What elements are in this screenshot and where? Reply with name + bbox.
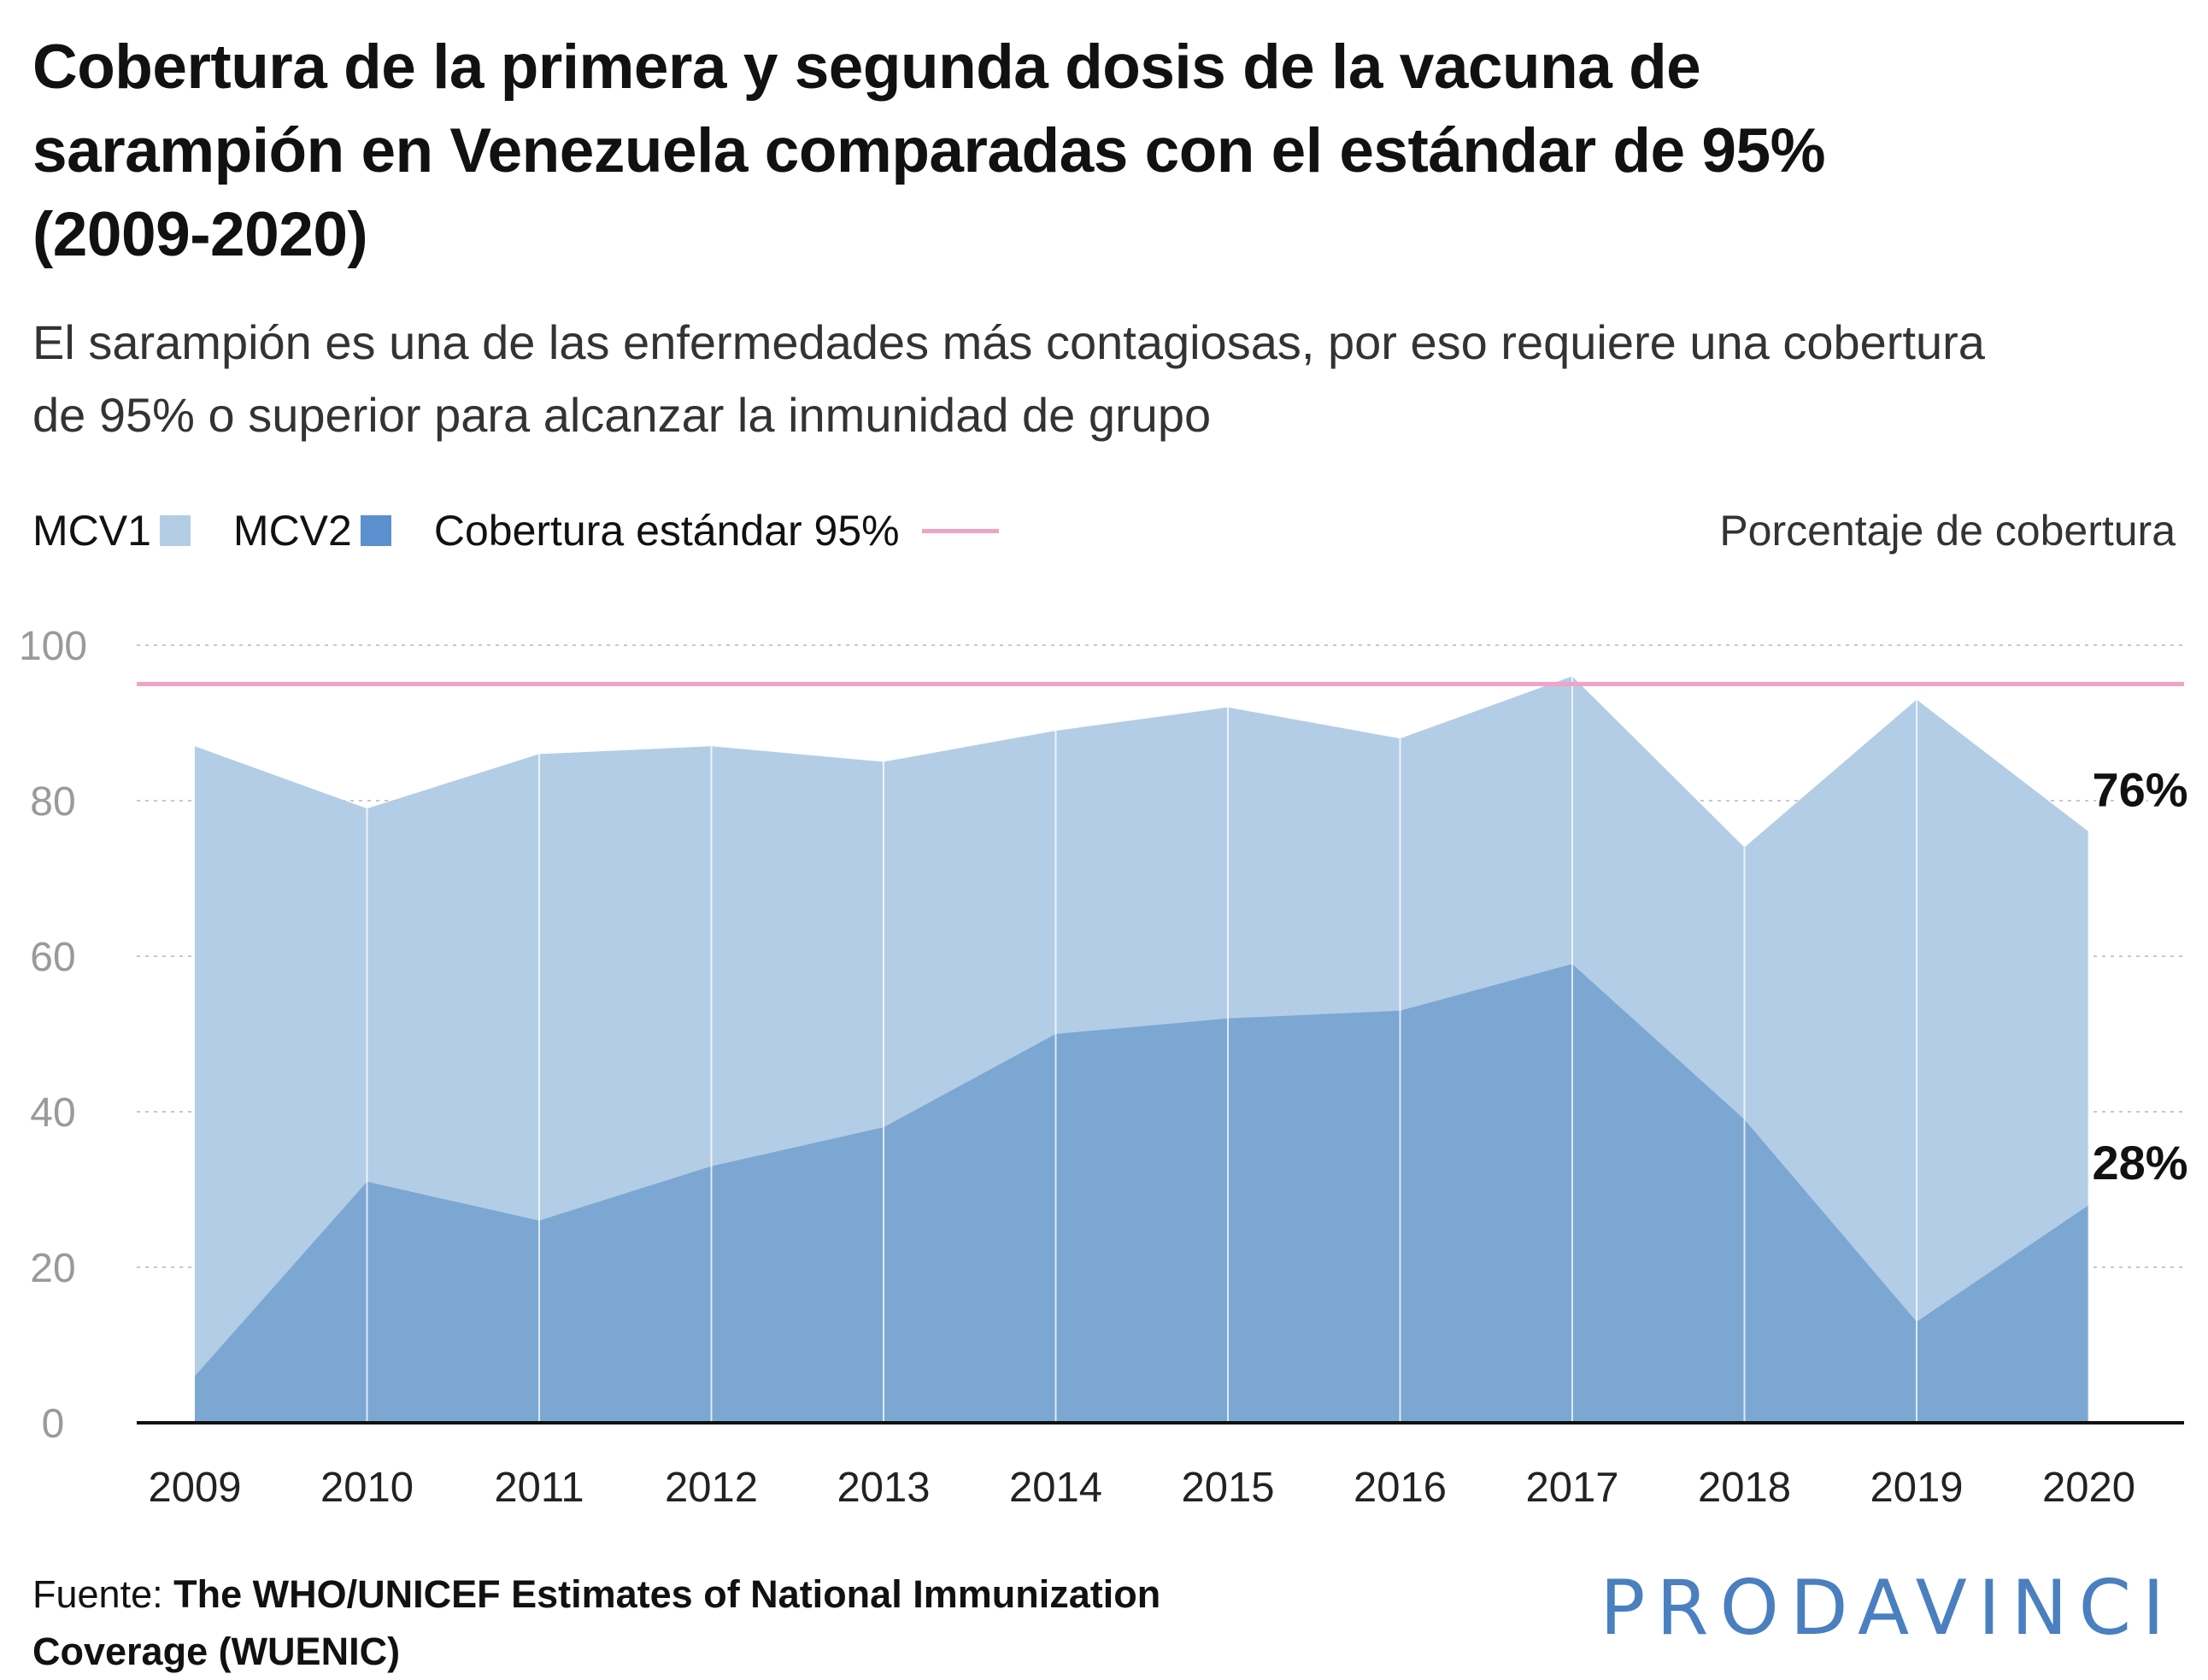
legend: MCV1 MCV2 Cobertura estándar 95%: [32, 501, 1042, 561]
x-tick-label-2015: 2015: [1181, 1465, 1274, 1511]
legend-item-standard: Cobertura estándar 95%: [434, 506, 999, 555]
x-tick-label-2016: 2016: [1354, 1465, 1447, 1511]
source-prefix: Fuente:: [32, 1572, 174, 1616]
point-mcv1-2016: [1399, 737, 1401, 740]
point-mcv1-2013: [883, 761, 885, 763]
point-mcv1-2015: [1227, 706, 1230, 708]
point-mcv1-2014: [1054, 730, 1057, 732]
point-mcv1-2012: [710, 745, 713, 748]
x-tick-label-2009: 2009: [148, 1465, 241, 1511]
x-tick-label-2013: 2013: [837, 1465, 930, 1511]
chart-title: Cobertura de la primera y segunda dosis …: [32, 32, 1825, 269]
area-chart: 0 20 40 60 80 100 2009 2010 2011 2012 2013 2014 2015…: [19, 624, 2192, 1511]
chart-subtitle: El sarampión es una de las enfermedades …: [32, 315, 1985, 442]
point-mcv2-2010: [366, 1180, 368, 1183]
point-mcv1-2020: [2088, 831, 2090, 833]
legend-swatch-mcv1: [159, 515, 191, 546]
legend-swatch-standard: [921, 528, 999, 533]
point-mcv1-2019: [1916, 698, 1918, 701]
point-mcv2-2019: [1916, 1320, 1918, 1323]
point-mcv2-2016: [1399, 1009, 1401, 1012]
y-tick-label-20: 20: [30, 1246, 75, 1291]
legend-item-mcv2: MCV2: [233, 506, 391, 555]
point-mcv1-2011: [538, 753, 541, 755]
x-tick-label-2017: 2017: [1525, 1465, 1618, 1511]
x-tick-label-2014: 2014: [1009, 1465, 1102, 1511]
point-mcv1-2017: [1571, 675, 1574, 678]
legend-label-mcv1: MCV1: [32, 507, 151, 555]
point-mcv2-2017: [1571, 963, 1574, 966]
point-mcv2-2012: [710, 1165, 713, 1167]
point-mcv2-2009: [194, 1375, 197, 1377]
x-tick-label-2011: 2011: [494, 1465, 584, 1511]
y-tick-label-80: 80: [30, 779, 75, 825]
legend-label-standard: Cobertura estándar 95%: [433, 507, 900, 555]
x-tick-label-2019: 2019: [1870, 1465, 1963, 1511]
y-tick-label-40: 40: [30, 1090, 75, 1136]
x-tick-label-2018: 2018: [1698, 1465, 1791, 1511]
point-mcv2-2018: [1743, 1119, 1746, 1121]
y-tick-label-60: 60: [30, 935, 75, 980]
x-tick-label-2012: 2012: [665, 1465, 758, 1511]
unit-label: Porcentaje de cobertura: [1719, 507, 2176, 555]
point-mcv2-2020: [2088, 1204, 2090, 1207]
point-mcv2-2013: [883, 1126, 885, 1129]
source-text: The WHO/UNICEF Estimates of National Imm…: [32, 1572, 1161, 1673]
prodavinci-logo: PRODAVINCI: [1600, 1564, 2176, 1652]
legend-label-mcv2: MCV2: [232, 507, 352, 555]
y-tick-label-100: 100: [19, 624, 87, 669]
x-tick-label-2020: 2020: [2042, 1465, 2135, 1511]
point-mcv2-2015: [1227, 1017, 1230, 1019]
point-mcv2-2014: [1054, 1033, 1057, 1036]
data-label-mcv1-2020: 76%: [2092, 762, 2187, 816]
x-tick-label-2010: 2010: [320, 1465, 414, 1511]
legend-item-mcv1: MCV1: [32, 506, 191, 555]
source-note: Fuente: The WHO/UNICEF Estimates of Nati…: [32, 1565, 1314, 1680]
legend-swatch-mcv2: [360, 515, 391, 546]
data-label-mcv2-2020: 28%: [2092, 1136, 2187, 1190]
point-mcv1-2010: [366, 808, 368, 810]
point-mcv1-2009: [194, 745, 197, 748]
y-tick-label-0: 0: [42, 1401, 65, 1447]
area-mcv2: [195, 964, 2089, 1423]
point-mcv1-2018: [1743, 846, 1746, 849]
point-mcv2-2011: [538, 1219, 541, 1222]
